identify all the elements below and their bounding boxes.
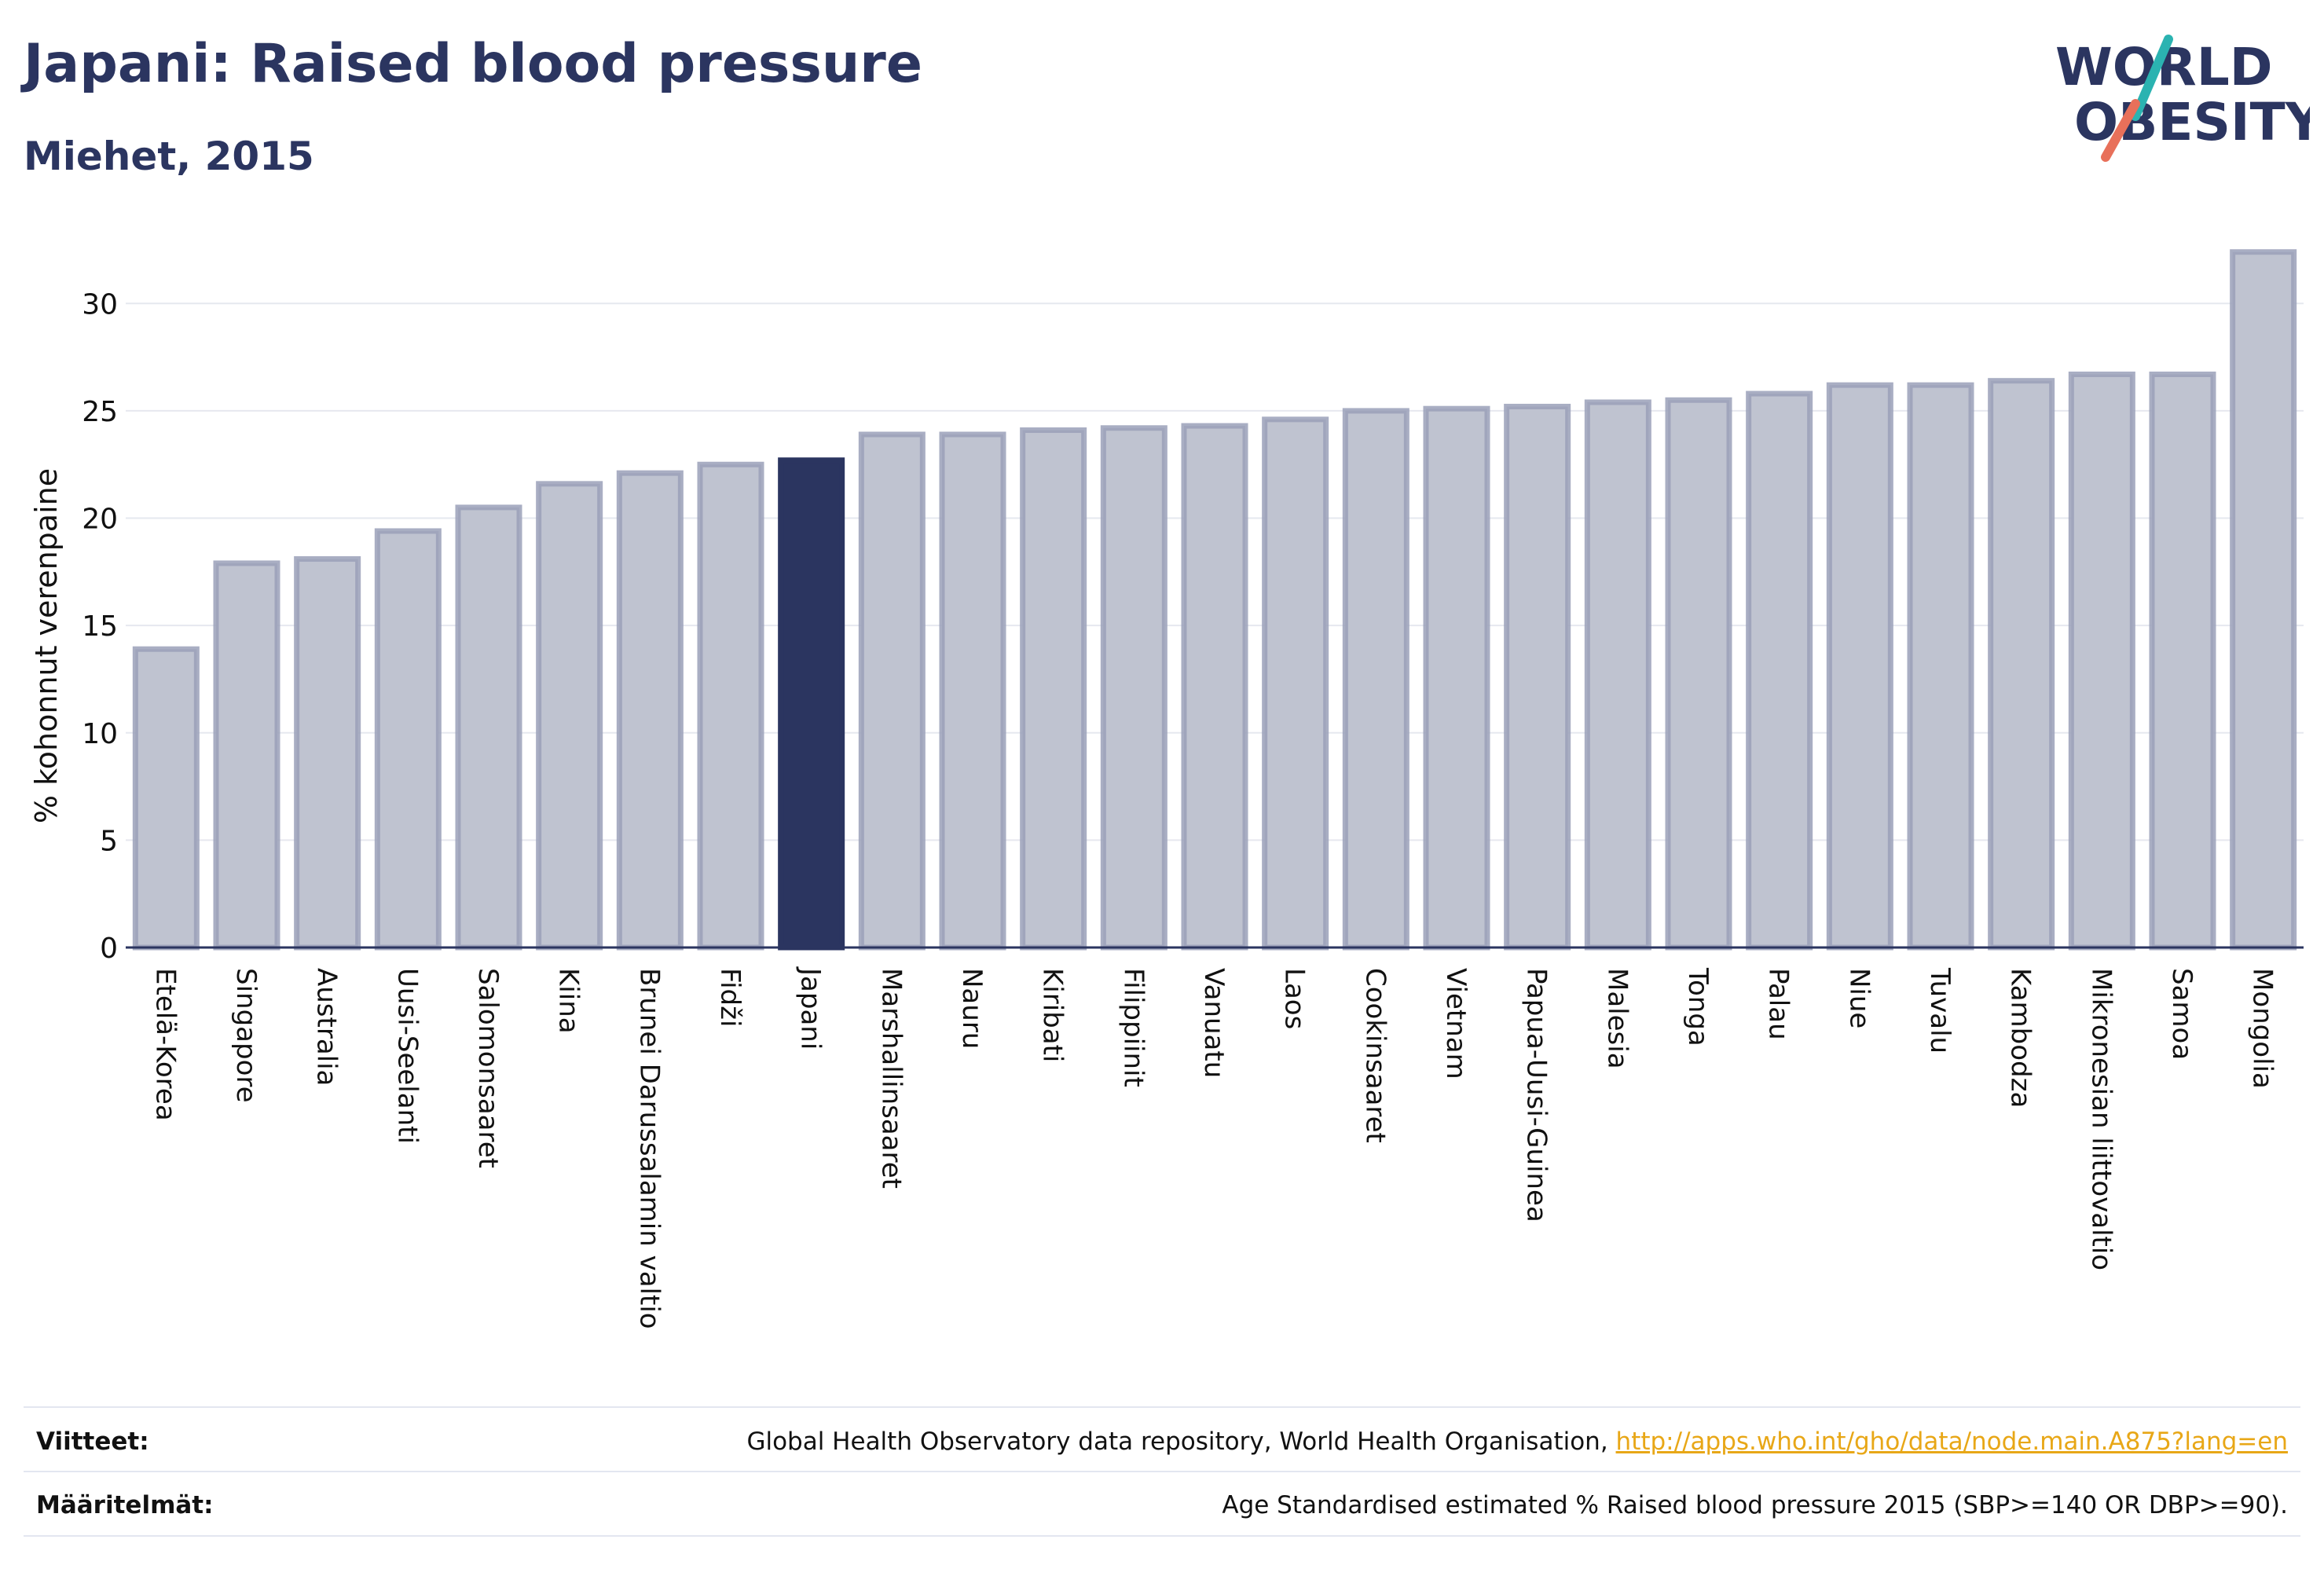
sources-text: Global Health Observatory data repositor… <box>746 1428 2288 1456</box>
bar[interactable] <box>1504 403 1571 951</box>
x-tick-label: Kambodza <box>2005 968 2036 1108</box>
bar-chart: 0 5 10 15 20 25 30 Etelä-Korea Singapore Austral… <box>29 249 2304 1329</box>
bar[interactable] <box>2149 371 2216 951</box>
bar[interactable] <box>616 470 684 951</box>
footer-divider-middle <box>24 1471 2300 1472</box>
bar[interactable] <box>1020 427 1087 951</box>
x-tick-label: Papua-Uusi-Guinea <box>1521 968 1552 1222</box>
x-tick-label: Mongolia <box>2247 968 2278 1089</box>
y-tick-label: 5 <box>100 825 118 857</box>
x-tick-label: Cookinsaaret <box>1359 968 1391 1143</box>
bar[interactable] <box>1181 423 1248 951</box>
y-tick-label: 0 <box>100 933 118 965</box>
x-tick-label: Kiina <box>553 968 585 1034</box>
sources-link[interactable]: http://apps.who.int/gho/data/node.main.A… <box>1615 1428 2288 1456</box>
x-tick-label: Marshallinsaaret <box>875 968 907 1189</box>
bar[interactable] <box>213 560 280 951</box>
y-tick-label: 30 <box>82 288 118 321</box>
sources-label: Viitteet: <box>36 1428 149 1456</box>
bar[interactable] <box>1665 397 1732 951</box>
bar[interactable] <box>374 528 442 951</box>
bar[interactable] <box>1907 382 1974 951</box>
x-tick-label: Kiribati <box>1037 968 1069 1062</box>
x-tick-label: Vietnam <box>1440 968 1472 1079</box>
x-tick-label: Niue <box>1843 968 1875 1028</box>
bar[interactable] <box>455 504 522 951</box>
bar[interactable] <box>1746 390 1813 951</box>
x-tick-label: Australia <box>311 968 343 1086</box>
logo-slash-coral-icon <box>2101 99 2140 162</box>
bar[interactable] <box>2230 249 2297 951</box>
x-tick-label: Malesia <box>1601 968 1633 1069</box>
bar[interactable] <box>1342 408 1409 951</box>
x-tick-label: Singapore <box>230 968 262 1103</box>
x-tick-label: Vanuatu <box>1198 968 1230 1078</box>
bar[interactable] <box>1262 416 1329 951</box>
bar[interactable] <box>939 431 1006 951</box>
x-tick-label: Fidži <box>714 968 746 1027</box>
footer-divider-bottom <box>24 1535 2300 1537</box>
x-tick-label: Japani <box>795 966 827 1050</box>
sources-description: Global Health Observatory data repositor… <box>746 1428 1608 1456</box>
x-axis-labels: Etelä-Korea Singapore Australia Uusi-Seelan… <box>149 966 2278 1329</box>
y-tick-label: 10 <box>82 718 118 750</box>
bar[interactable] <box>1100 425 1167 951</box>
bar[interactable] <box>294 555 361 951</box>
world-obesity-logo: WORLD OBESITY <box>2055 35 2310 162</box>
x-tick-label: Samoa <box>2166 968 2198 1060</box>
bar[interactable] <box>697 461 764 951</box>
definitions-text: Age Standardised estimated % Raised bloo… <box>1222 1491 2288 1519</box>
bars <box>132 249 2297 951</box>
y-tick-label: 15 <box>82 610 118 643</box>
x-tick-label: Brunei Darussalamin valtio <box>633 968 665 1329</box>
chart-subtitle: Miehet, 2015 <box>24 134 314 179</box>
x-tick-label: Tuvalu <box>1924 967 1956 1054</box>
bar[interactable] <box>1584 399 1651 951</box>
bar[interactable] <box>1826 382 1893 951</box>
y-tick-label: 20 <box>82 504 118 536</box>
bar[interactable] <box>1423 405 1490 951</box>
footer-divider-top <box>24 1406 2300 1408</box>
bar[interactable] <box>1988 378 2055 951</box>
x-tick-label: Etelä-Korea <box>149 968 181 1121</box>
bar[interactable] <box>2068 371 2135 951</box>
bar-highlight[interactable] <box>778 457 845 951</box>
bar[interactable] <box>132 646 200 951</box>
x-tick-label: Nauru <box>956 968 988 1049</box>
x-tick-label: Mikronesian liittovaltio <box>2085 968 2117 1270</box>
y-axis-label: % kohonnut verenpaine <box>29 468 64 823</box>
definitions-label: Määritelmät: <box>36 1491 214 1519</box>
y-tick-label: 25 <box>82 396 118 428</box>
x-tick-label: Tonga <box>1682 967 1714 1046</box>
x-tick-label: Laos <box>1279 968 1310 1029</box>
x-tick-label: Palau <box>1763 968 1794 1040</box>
y-axis-ticks: 0 5 10 15 20 25 30 <box>82 288 118 965</box>
chart-title: Japani: Raised blood pressure <box>24 33 922 95</box>
x-tick-label: Uusi-Seelanti <box>391 968 423 1144</box>
bar[interactable] <box>858 431 926 951</box>
x-tick-label: Salomonsaaret <box>472 968 504 1168</box>
x-tick-label: Filippiinit <box>1117 968 1149 1087</box>
bar[interactable] <box>536 481 603 951</box>
logo-slash-teal-icon <box>2131 35 2173 121</box>
